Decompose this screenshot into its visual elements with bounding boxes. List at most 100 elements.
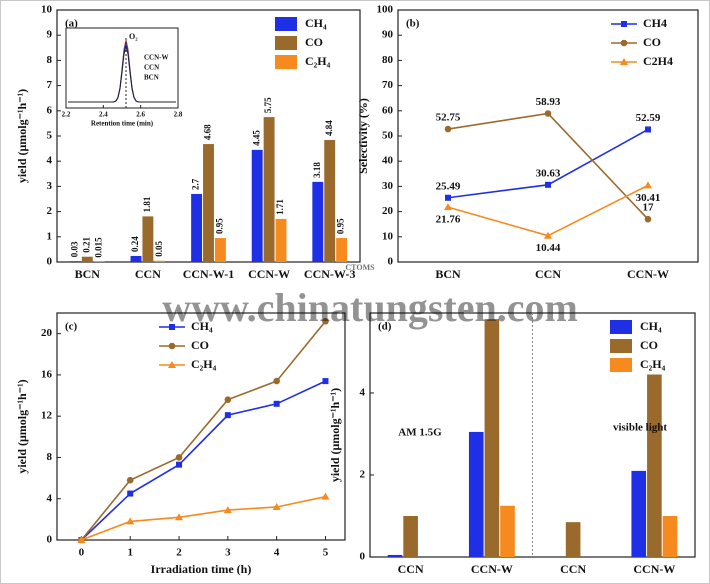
value-label: 3.18 xyxy=(312,162,322,178)
marker xyxy=(175,454,183,461)
value-label: 0.05 xyxy=(154,240,164,256)
bar xyxy=(631,470,647,557)
legend-label: C2H4 xyxy=(643,54,673,68)
x-tick-label: CCN xyxy=(135,267,161,281)
x-tick-label: CCN xyxy=(398,562,424,576)
bar xyxy=(336,238,348,262)
value-label: 30.41 xyxy=(636,192,661,204)
marker xyxy=(620,58,628,65)
y-axis-label: yield (μmolg⁻¹h⁻¹) xyxy=(15,379,29,473)
bar xyxy=(403,515,418,557)
x-tick-label: BCN xyxy=(75,267,101,281)
marker xyxy=(644,215,652,223)
value-label: 52.59 xyxy=(636,112,661,124)
value-label: 10.44 xyxy=(536,242,561,254)
marker xyxy=(126,476,134,484)
y-tick-label: 4 xyxy=(47,155,53,167)
bar xyxy=(468,431,484,557)
watermark-logo: CTOMS xyxy=(345,263,375,272)
marker xyxy=(321,492,330,500)
value-label: 30.63 xyxy=(536,167,561,179)
bar xyxy=(130,255,142,262)
marker xyxy=(168,361,176,368)
y-tick-label: 2 xyxy=(47,205,53,217)
value-label: 0.95 xyxy=(336,218,346,234)
marker xyxy=(127,490,134,497)
bar xyxy=(251,149,263,262)
y-tick-label: 6 xyxy=(47,104,53,116)
y-tick-label: 40 xyxy=(382,155,394,167)
legend-label: CH4 xyxy=(643,16,667,30)
legend-label: CO xyxy=(191,338,209,352)
inset-tick-label: 2.6 xyxy=(136,111,145,119)
marker xyxy=(444,125,452,133)
marker xyxy=(223,506,232,514)
x-tick-label: CCN xyxy=(560,562,586,576)
legend-label: CH₄ xyxy=(640,319,662,333)
y-tick-label: 4 xyxy=(360,386,366,398)
marker xyxy=(445,194,451,201)
legend-label: CO xyxy=(643,35,661,49)
bar xyxy=(484,319,500,557)
annotation: visible light xyxy=(613,422,667,434)
legend-swatch xyxy=(275,55,297,69)
value-label: 25.49 xyxy=(436,180,461,192)
bar xyxy=(154,260,166,262)
value-label: 21.76 xyxy=(436,214,461,226)
line xyxy=(80,320,327,541)
legend-label: CO xyxy=(640,338,658,352)
x-tick-label: 5 xyxy=(323,547,329,559)
value-label: 0.24 xyxy=(130,236,140,252)
y-tick-label: 4 xyxy=(47,492,53,504)
legend-label: CH₄ xyxy=(191,319,213,333)
line xyxy=(80,380,326,541)
bar xyxy=(191,193,203,262)
legend-swatch xyxy=(610,358,632,372)
y-tick-label: 30 xyxy=(382,180,394,192)
value-label: 2.7 xyxy=(191,178,201,190)
value-label: 4.45 xyxy=(251,130,261,146)
marker xyxy=(224,396,232,403)
marker xyxy=(176,461,183,468)
bar xyxy=(647,374,662,557)
legend-swatch xyxy=(610,339,632,353)
value-label: 0.015 xyxy=(93,237,103,258)
bar xyxy=(500,505,515,557)
marker xyxy=(544,231,552,239)
marker xyxy=(175,513,184,521)
y-axis-label: yield (μmolg⁻¹h⁻¹) xyxy=(15,89,29,183)
marker xyxy=(620,39,628,47)
panel-label: (a) xyxy=(65,18,78,30)
bar xyxy=(387,554,403,557)
y-tick-label: 7 xyxy=(47,79,53,91)
value-label: 0.95 xyxy=(214,218,224,234)
bar xyxy=(312,181,324,262)
legend-swatch xyxy=(275,36,297,50)
bar xyxy=(324,140,336,262)
x-tick-label: 2 xyxy=(176,547,182,559)
legend-label: C₂H₄ xyxy=(640,357,666,371)
legend-label: CO xyxy=(305,35,323,49)
x-tick-label: CCN-W xyxy=(627,267,669,281)
y-tick-label: 16 xyxy=(41,368,53,380)
plot-frame xyxy=(56,312,346,541)
x-tick-label: 1 xyxy=(127,547,133,559)
y-axis-label: Selectivity (%) xyxy=(356,98,370,174)
value-label: 4.68 xyxy=(203,124,213,140)
x-axis-label: Irradiation time (h) xyxy=(151,562,252,576)
y-tick-label: 3 xyxy=(47,180,53,192)
y-tick-label: 70 xyxy=(382,79,394,91)
value-label: 4.84 xyxy=(324,120,334,136)
y-tick-label: 9 xyxy=(47,29,53,41)
x-tick-label: 4 xyxy=(274,547,280,559)
x-tick-label: CCN-W xyxy=(633,562,675,576)
y-tick-label: 50 xyxy=(382,130,394,142)
marker xyxy=(224,412,231,419)
marker xyxy=(621,21,627,27)
y-axis-label: yield (μmolg⁻¹h⁻¹) xyxy=(328,388,342,482)
value-label: 17 xyxy=(643,202,655,214)
legend-swatch xyxy=(275,17,297,31)
y-tick-label: 0 xyxy=(388,256,394,268)
y-tick-label: 10 xyxy=(382,230,394,242)
